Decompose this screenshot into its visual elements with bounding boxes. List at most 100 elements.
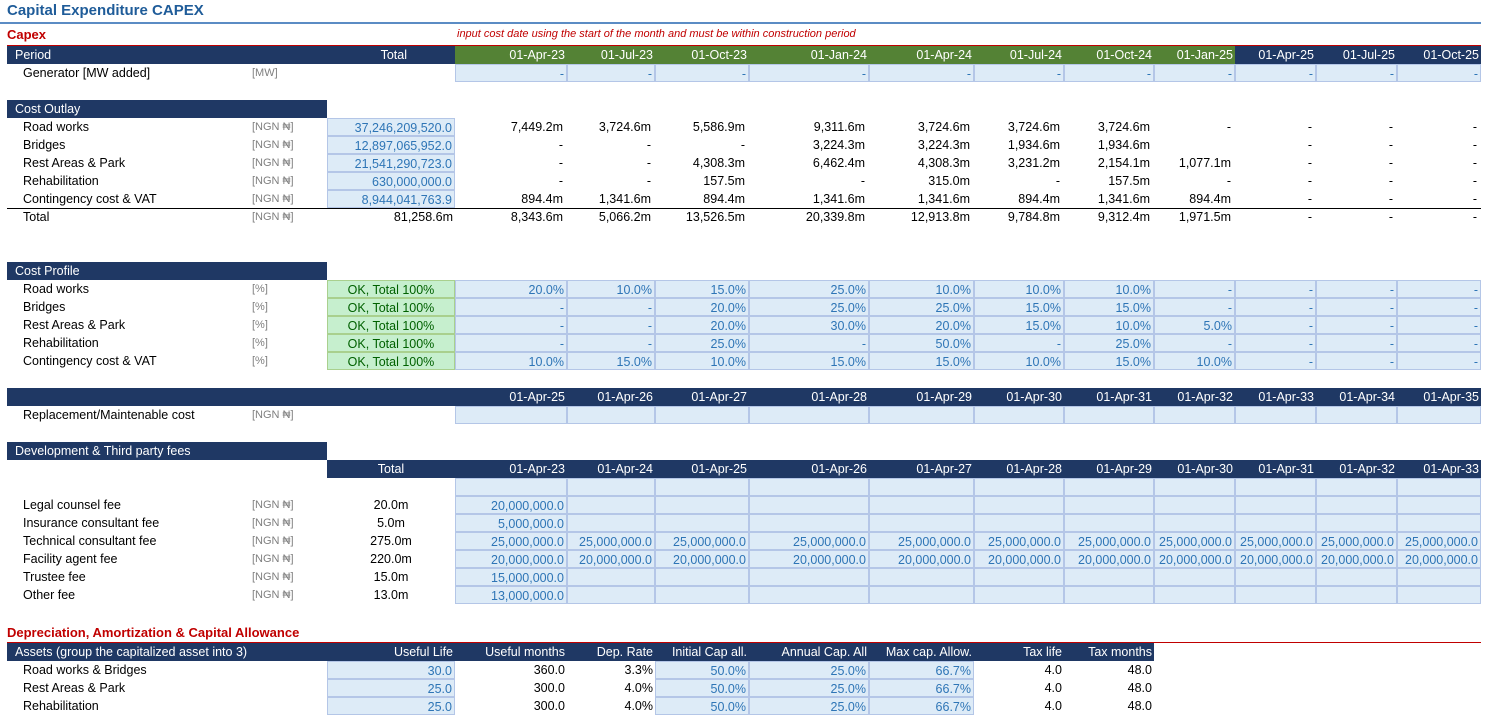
cost-profile-input-cell[interactable]: 10.0% [1154, 352, 1235, 370]
cost-profile-input-cell[interactable]: 25.0% [749, 298, 869, 316]
cost-profile-input-cell[interactable]: 10.0% [1064, 280, 1154, 298]
cost-outlay-total-input[interactable]: 8,944,041,763.9 [327, 190, 455, 208]
replacement-input-cell[interactable] [567, 406, 655, 424]
dev-fees-input-cell[interactable] [655, 514, 749, 532]
cost-profile-input-cell[interactable]: 15.0% [974, 316, 1064, 334]
replacement-input-cell[interactable] [974, 406, 1064, 424]
cost-profile-input-cell[interactable]: 15.0% [974, 298, 1064, 316]
dev-fees-input-cell[interactable] [869, 568, 974, 586]
dev-fees-input-cell[interactable] [567, 496, 655, 514]
dev-fees-input-cell[interactable] [1064, 586, 1154, 604]
dev-fees-input-cell[interactable]: 25,000,000.0 [869, 532, 974, 550]
cost-profile-input-cell[interactable]: 15.0% [749, 352, 869, 370]
dev-fees-input-cell[interactable]: 25,000,000.0 [567, 532, 655, 550]
dev-fees-empty-input[interactable] [1154, 478, 1235, 496]
dev-fees-input-cell[interactable]: 25,000,000.0 [655, 532, 749, 550]
dev-fees-input-cell[interactable] [655, 586, 749, 604]
cost-profile-input-cell[interactable]: - [1397, 334, 1481, 352]
generator-input-cell[interactable]: - [1316, 64, 1397, 82]
cost-profile-input-cell[interactable]: - [1397, 352, 1481, 370]
dev-fees-empty-input[interactable] [655, 478, 749, 496]
dev-fees-input-cell[interactable] [1064, 514, 1154, 532]
generator-input-cell[interactable]: - [974, 64, 1064, 82]
cost-profile-input-cell[interactable]: 25.0% [749, 280, 869, 298]
depreciation-input-cell[interactable]: 25.0% [749, 679, 869, 697]
depreciation-input-cell[interactable]: 30.0 [327, 661, 455, 679]
dev-fees-input-cell[interactable]: 20,000,000.0 [1064, 550, 1154, 568]
dev-fees-input-cell[interactable] [1154, 514, 1235, 532]
dev-fees-input-cell[interactable] [1154, 568, 1235, 586]
dev-fees-input-cell[interactable]: 20,000,000.0 [974, 550, 1064, 568]
cost-profile-input-cell[interactable]: - [455, 316, 567, 334]
cost-profile-input-cell[interactable]: - [1316, 352, 1397, 370]
cost-profile-input-cell[interactable]: 15.0% [655, 280, 749, 298]
generator-input-cell[interactable]: - [455, 64, 567, 82]
cost-profile-input-cell[interactable]: - [1316, 316, 1397, 334]
cost-profile-input-cell[interactable]: 15.0% [869, 352, 974, 370]
cost-profile-input-cell[interactable]: - [567, 334, 655, 352]
dev-fees-input-cell[interactable]: 15,000,000.0 [455, 568, 567, 586]
dev-fees-input-cell[interactable]: 20,000,000.0 [1397, 550, 1481, 568]
generator-input-cell[interactable]: - [1397, 64, 1481, 82]
dev-fees-input-cell[interactable] [974, 514, 1064, 532]
dev-fees-input-cell[interactable] [1397, 514, 1481, 532]
cost-profile-input-cell[interactable]: 15.0% [1064, 298, 1154, 316]
cost-profile-input-cell[interactable]: - [1397, 316, 1481, 334]
depreciation-input-cell[interactable]: 25.0% [749, 697, 869, 715]
cost-profile-input-cell[interactable]: - [1154, 298, 1235, 316]
dev-fees-input-cell[interactable]: 25,000,000.0 [749, 532, 869, 550]
cost-outlay-total-input[interactable]: 37,246,209,520.0 [327, 118, 455, 136]
cost-outlay-total-input[interactable]: 21,541,290,723.0 [327, 154, 455, 172]
dev-fees-empty-input[interactable] [1316, 478, 1397, 496]
dev-fees-empty-input[interactable] [1397, 478, 1481, 496]
dev-fees-input-cell[interactable]: 25,000,000.0 [1064, 532, 1154, 550]
cost-profile-input-cell[interactable]: 5.0% [1154, 316, 1235, 334]
replacement-input-cell[interactable] [869, 406, 974, 424]
cost-profile-input-cell[interactable]: 15.0% [1064, 352, 1154, 370]
cost-profile-input-cell[interactable]: 10.0% [455, 352, 567, 370]
generator-input-cell[interactable]: - [1154, 64, 1235, 82]
cost-profile-input-cell[interactable]: 20.0% [655, 316, 749, 334]
dev-fees-input-cell[interactable] [749, 568, 869, 586]
dev-fees-input-cell[interactable] [567, 568, 655, 586]
cost-profile-input-cell[interactable]: 10.0% [1064, 316, 1154, 334]
dev-fees-input-cell[interactable] [655, 496, 749, 514]
depreciation-input-cell[interactable]: 25.0% [749, 661, 869, 679]
dev-fees-input-cell[interactable] [749, 496, 869, 514]
depreciation-input-cell[interactable]: 66.7% [869, 679, 974, 697]
dev-fees-input-cell[interactable] [1316, 586, 1397, 604]
dev-fees-input-cell[interactable] [1154, 586, 1235, 604]
replacement-input-cell[interactable] [655, 406, 749, 424]
generator-input-cell[interactable]: - [567, 64, 655, 82]
cost-profile-input-cell[interactable]: 25.0% [869, 298, 974, 316]
cost-profile-input-cell[interactable]: - [455, 334, 567, 352]
dev-fees-empty-input[interactable] [1064, 478, 1154, 496]
cost-profile-input-cell[interactable]: 10.0% [869, 280, 974, 298]
cost-profile-input-cell[interactable]: - [1235, 316, 1316, 334]
cost-profile-input-cell[interactable]: - [455, 298, 567, 316]
cost-profile-input-cell[interactable]: 30.0% [749, 316, 869, 334]
dev-fees-input-cell[interactable] [974, 568, 1064, 586]
cost-profile-input-cell[interactable]: - [749, 334, 869, 352]
cost-outlay-total-input[interactable]: 12,897,065,952.0 [327, 136, 455, 154]
dev-fees-input-cell[interactable] [869, 514, 974, 532]
replacement-input-cell[interactable] [1235, 406, 1316, 424]
dev-fees-input-cell[interactable]: 20,000,000.0 [455, 550, 567, 568]
depreciation-input-cell[interactable]: 50.0% [655, 679, 749, 697]
dev-fees-input-cell[interactable] [655, 568, 749, 586]
replacement-input-cell[interactable] [1397, 406, 1481, 424]
cost-profile-input-cell[interactable]: 10.0% [974, 352, 1064, 370]
cost-profile-input-cell[interactable]: - [567, 298, 655, 316]
depreciation-input-cell[interactable]: 25.0 [327, 697, 455, 715]
dev-fees-input-cell[interactable]: 13,000,000.0 [455, 586, 567, 604]
generator-input-cell[interactable]: - [1064, 64, 1154, 82]
dev-fees-input-cell[interactable] [1316, 496, 1397, 514]
replacement-input-cell[interactable] [1154, 406, 1235, 424]
cost-profile-input-cell[interactable]: - [974, 334, 1064, 352]
dev-fees-input-cell[interactable]: 20,000,000.0 [1235, 550, 1316, 568]
depreciation-input-cell[interactable]: 50.0% [655, 661, 749, 679]
cost-profile-input-cell[interactable]: 20.0% [869, 316, 974, 334]
dev-fees-input-cell[interactable]: 20,000,000.0 [1154, 550, 1235, 568]
depreciation-input-cell[interactable]: 66.7% [869, 661, 974, 679]
dev-fees-input-cell[interactable]: 25,000,000.0 [1316, 532, 1397, 550]
